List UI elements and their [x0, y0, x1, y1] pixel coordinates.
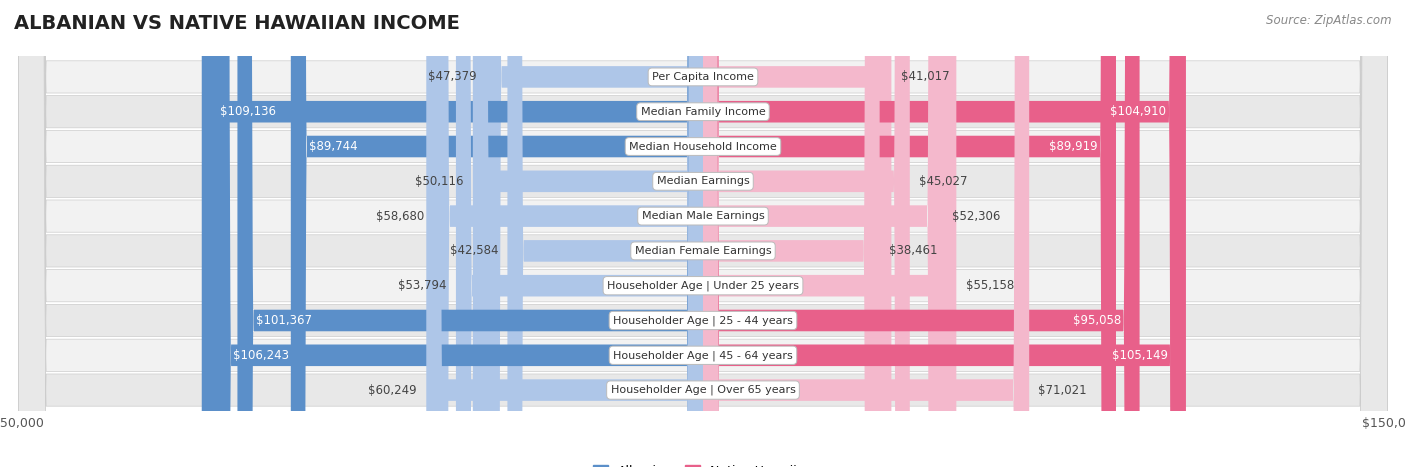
FancyBboxPatch shape — [703, 0, 1029, 467]
FancyBboxPatch shape — [456, 0, 703, 467]
Text: $47,379: $47,379 — [427, 71, 477, 84]
Text: $95,058: $95,058 — [1073, 314, 1121, 327]
FancyBboxPatch shape — [18, 0, 1388, 467]
FancyBboxPatch shape — [485, 0, 703, 467]
Text: $71,021: $71,021 — [1039, 383, 1087, 396]
Text: $38,461: $38,461 — [889, 244, 938, 257]
FancyBboxPatch shape — [215, 0, 703, 467]
FancyBboxPatch shape — [18, 0, 1388, 467]
Legend: Albanian, Native Hawaiian: Albanian, Native Hawaiian — [588, 460, 818, 467]
Text: $106,243: $106,243 — [233, 349, 290, 362]
FancyBboxPatch shape — [472, 0, 703, 467]
Text: $105,149: $105,149 — [1112, 349, 1167, 362]
Text: Householder Age | 25 - 44 years: Householder Age | 25 - 44 years — [613, 315, 793, 326]
Text: $42,584: $42,584 — [450, 244, 498, 257]
FancyBboxPatch shape — [703, 0, 1185, 467]
Text: $89,919: $89,919 — [1049, 140, 1098, 153]
Text: $52,306: $52,306 — [952, 210, 1001, 223]
Text: Median Male Earnings: Median Male Earnings — [641, 211, 765, 221]
FancyBboxPatch shape — [426, 0, 703, 467]
Text: Median Earnings: Median Earnings — [657, 177, 749, 186]
Text: Per Capita Income: Per Capita Income — [652, 72, 754, 82]
FancyBboxPatch shape — [18, 0, 1388, 467]
FancyBboxPatch shape — [703, 0, 891, 467]
FancyBboxPatch shape — [18, 0, 1388, 467]
FancyBboxPatch shape — [703, 0, 1116, 467]
Text: Householder Age | Over 65 years: Householder Age | Over 65 years — [610, 385, 796, 396]
FancyBboxPatch shape — [433, 0, 703, 467]
Text: $45,027: $45,027 — [920, 175, 967, 188]
Text: Median Family Income: Median Family Income — [641, 107, 765, 117]
FancyBboxPatch shape — [201, 0, 703, 467]
FancyBboxPatch shape — [18, 0, 1388, 467]
FancyBboxPatch shape — [18, 0, 1388, 467]
Text: Median Female Earnings: Median Female Earnings — [634, 246, 772, 256]
Text: $58,680: $58,680 — [375, 210, 425, 223]
FancyBboxPatch shape — [508, 0, 703, 467]
Text: $53,794: $53,794 — [398, 279, 447, 292]
FancyBboxPatch shape — [18, 0, 1388, 467]
FancyBboxPatch shape — [291, 0, 703, 467]
FancyBboxPatch shape — [18, 0, 1388, 467]
FancyBboxPatch shape — [703, 0, 1185, 467]
FancyBboxPatch shape — [703, 0, 1140, 467]
FancyBboxPatch shape — [703, 0, 910, 467]
Text: $101,367: $101,367 — [256, 314, 312, 327]
FancyBboxPatch shape — [18, 0, 1388, 467]
Text: $109,136: $109,136 — [221, 105, 276, 118]
Text: $104,910: $104,910 — [1111, 105, 1167, 118]
FancyBboxPatch shape — [703, 0, 943, 467]
Text: Median Household Income: Median Household Income — [628, 142, 778, 151]
Text: Householder Age | 45 - 64 years: Householder Age | 45 - 64 years — [613, 350, 793, 361]
Text: $41,017: $41,017 — [901, 71, 949, 84]
Text: Source: ZipAtlas.com: Source: ZipAtlas.com — [1267, 14, 1392, 27]
Text: $60,249: $60,249 — [368, 383, 418, 396]
Text: ALBANIAN VS NATIVE HAWAIIAN INCOME: ALBANIAN VS NATIVE HAWAIIAN INCOME — [14, 14, 460, 33]
FancyBboxPatch shape — [18, 0, 1388, 467]
FancyBboxPatch shape — [238, 0, 703, 467]
Text: $50,116: $50,116 — [415, 175, 464, 188]
Text: $55,158: $55,158 — [966, 279, 1014, 292]
FancyBboxPatch shape — [703, 0, 880, 467]
FancyBboxPatch shape — [703, 0, 956, 467]
Text: Householder Age | Under 25 years: Householder Age | Under 25 years — [607, 281, 799, 291]
Text: $89,744: $89,744 — [309, 140, 357, 153]
